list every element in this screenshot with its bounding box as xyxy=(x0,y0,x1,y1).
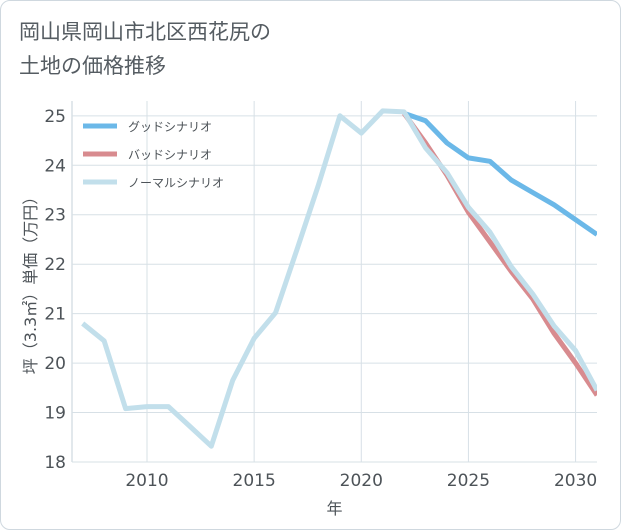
y-tick-label: 20 xyxy=(44,354,66,374)
y-tick-label: 22 xyxy=(44,255,66,275)
y-tick-label: 25 xyxy=(44,107,66,127)
y-tick-label: 24 xyxy=(44,156,66,176)
grid xyxy=(71,101,597,463)
x-tick-label: 2020 xyxy=(340,471,383,491)
x-tick-label: 2025 xyxy=(447,471,490,491)
tick-labels: 18 19 20 21 22 23 24 25 2010 2015 2020 2025 2030 xyxy=(44,107,597,491)
chart-title: 岡山県岡山市北区西花尻の 土地の価格推移 xyxy=(19,20,271,78)
series-layer xyxy=(81,108,597,449)
y-tick-label: 18 xyxy=(44,453,66,473)
series-line-3 xyxy=(81,108,597,449)
y-tick-label: 23 xyxy=(44,206,66,226)
x-tick-label: 2030 xyxy=(554,471,597,491)
legend-label-2: バッドシナリオ xyxy=(128,148,212,162)
series-line-1 xyxy=(403,111,597,237)
legend-label-1: グッドシナリオ xyxy=(128,120,212,134)
y-tick-label: 19 xyxy=(44,404,66,424)
y-axis-label: 坪（3.3㎡）単価（万円） xyxy=(21,189,40,374)
legend-label-3: ノーマルシナリオ xyxy=(128,176,224,190)
x-axis-label: 年 xyxy=(326,499,342,518)
x-tick-label: 2015 xyxy=(233,471,276,491)
x-tick-label: 2010 xyxy=(125,471,168,491)
y-tick-label: 21 xyxy=(44,305,66,325)
